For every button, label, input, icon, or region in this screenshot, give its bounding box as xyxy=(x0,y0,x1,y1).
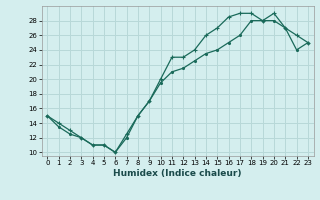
X-axis label: Humidex (Indice chaleur): Humidex (Indice chaleur) xyxy=(113,169,242,178)
